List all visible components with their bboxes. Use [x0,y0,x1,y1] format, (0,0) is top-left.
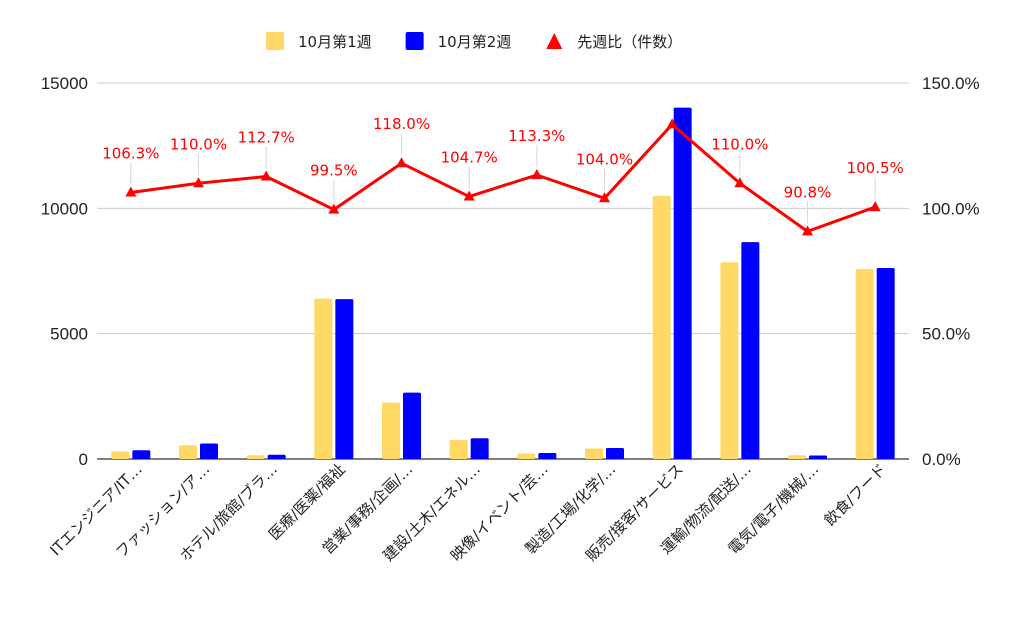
bar-week1 [314,298,333,459]
legend-swatch-ratio [546,33,563,49]
ratio-data-label: 106.3% [102,145,159,163]
ratio-data-label: 104.7% [441,149,498,167]
legend-label: 10月第2週 [438,33,512,51]
left-tick-label: 5000 [50,325,88,344]
left-tick-label: 10000 [41,199,88,218]
right-tick-label: 150.0% [922,74,980,93]
ratio-marker [734,177,746,188]
bar-week1 [246,455,265,459]
ratio-data-label: 112.7% [238,128,295,146]
bar-week1 [179,445,197,459]
legend: 10月第1週 10月第2週 先週比（件数） [266,32,682,51]
ratio-marker [396,157,407,168]
ratio-marker [869,201,881,212]
ratio-marker [193,177,204,188]
x-axis-labels: ITエンジニア/IT…ファッション/ア…ホテル/旅館/ブラ…医療/医薬/福祉営業… [47,460,890,565]
bar-week2 [606,447,624,459]
bar-week1 [788,455,806,459]
ratio-marker [463,190,475,201]
ratio-data-label: 118.0% [373,115,430,133]
bar-week1 [382,402,400,459]
ratio-line-layer: 106.3% 110.0% 112.7% 99.5% 118.0% 104.7% 113.3… [102,115,904,236]
bar-week1 [652,195,671,460]
legend-label: 先週比（件数） [577,33,682,51]
bar-week2 [673,107,692,459]
left-tick-label: 15000 [41,74,88,93]
bar-week2 [403,392,421,459]
ratio-marker [260,170,272,181]
ratio-data-label: 110.0% [711,135,768,153]
bar-week2 [741,242,760,459]
right-tick-label: 100.0% [922,199,980,218]
bar-week1 [449,439,468,459]
bar-week2 [876,267,895,459]
bar-week1 [720,262,739,459]
right-tick-label: 50.0% [922,325,970,344]
bar-week1 [585,448,603,459]
ratio-marker [531,168,543,179]
legend-swatch-week1 [266,32,284,50]
ratio-marker [802,225,813,236]
bar-week2 [470,438,489,459]
ratio-marker [599,192,610,203]
bar-week2 [335,299,354,459]
right-tick-label: 0.0% [922,450,961,469]
ratio-line [130,122,876,233]
legend-label: 10月第1週 [298,33,372,51]
ratio-marker [125,186,137,197]
bar-week1 [855,268,874,459]
ratio-data-label: 104.0% [576,150,633,168]
ratio-data-label: 100.5% [847,159,904,177]
ratio-marker [328,203,340,214]
right-axis: 150.0% 100.0% 50.0% 0.0% [922,74,980,469]
ratio-marker [666,118,678,129]
bar-week1 [111,451,130,459]
bar-week2 [809,455,827,459]
ratio-data-label: 113.3% [508,127,565,145]
bar-week2 [132,450,151,459]
left-axis: 15000 10000 5000 0 [41,74,88,469]
bar-week2 [538,452,557,459]
ratio-data-label: 110.0% [170,135,227,153]
bar-week2 [267,454,286,459]
legend-swatch-week2 [405,32,424,50]
bars [111,107,895,460]
ratio-data-label: 90.8% [784,183,832,201]
x-category-label: 飲食/フード [821,460,890,529]
bar-week1 [517,453,536,459]
ratio-data-label: 99.5% [310,162,358,180]
left-tick-label: 0 [79,450,88,469]
bar-week2 [200,443,218,459]
